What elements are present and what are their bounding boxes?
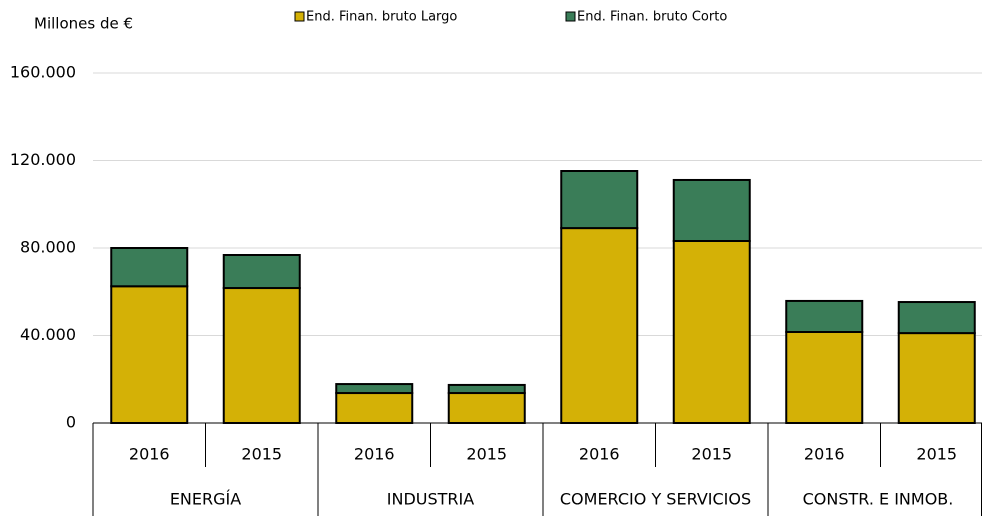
- y-axis-label: Millones de €: [34, 15, 133, 33]
- bar-segment: [897, 301, 976, 335]
- bar-segment: [785, 331, 864, 424]
- bar-segment: [222, 254, 301, 290]
- legend-swatch: [294, 11, 305, 22]
- bar-segment: [560, 170, 639, 230]
- x-tick-label: 2016: [804, 445, 845, 464]
- bar-segment: [560, 227, 639, 424]
- y-tick-label: 80.000: [20, 238, 76, 257]
- legend-label: End. Finan. bruto Largo: [306, 10, 457, 25]
- x-tick-label: 2015: [241, 445, 282, 464]
- bar-segment: [447, 392, 526, 424]
- x-tick-label: 2016: [129, 445, 170, 464]
- group-label: INDUSTRIA: [387, 490, 474, 509]
- group-label: COMERCIO Y SERVICIOS: [560, 490, 751, 509]
- x-tick-label: 2015: [691, 445, 732, 464]
- bar-segment: [222, 287, 301, 424]
- bar-segment: [785, 299, 864, 333]
- group-label: CONSTR. E INMOB.: [803, 490, 954, 509]
- x-tick-label: 2016: [354, 445, 395, 464]
- bar-segment: [110, 285, 189, 424]
- legend-swatch: [565, 11, 576, 22]
- x-tick-label: 2015: [916, 445, 957, 464]
- y-tick-label: 40.000: [20, 325, 76, 344]
- bar-segment: [335, 392, 414, 424]
- y-tick-label: 120.000: [10, 150, 76, 169]
- legend-label: End. Finan. bruto Corto: [577, 10, 727, 25]
- y-tick-label: 0: [66, 413, 76, 432]
- bar-segment: [335, 383, 414, 395]
- bar-segment: [447, 383, 526, 395]
- group-label: ENERGÍA: [170, 490, 241, 509]
- bar-segment: [672, 178, 751, 242]
- x-tick-label: 2016: [579, 445, 620, 464]
- y-tick-label: 160.000: [10, 63, 76, 82]
- bar-segment: [672, 240, 751, 424]
- bar-segment: [897, 332, 976, 424]
- bar-segment: [110, 247, 189, 288]
- x-tick-label: 2015: [466, 445, 507, 464]
